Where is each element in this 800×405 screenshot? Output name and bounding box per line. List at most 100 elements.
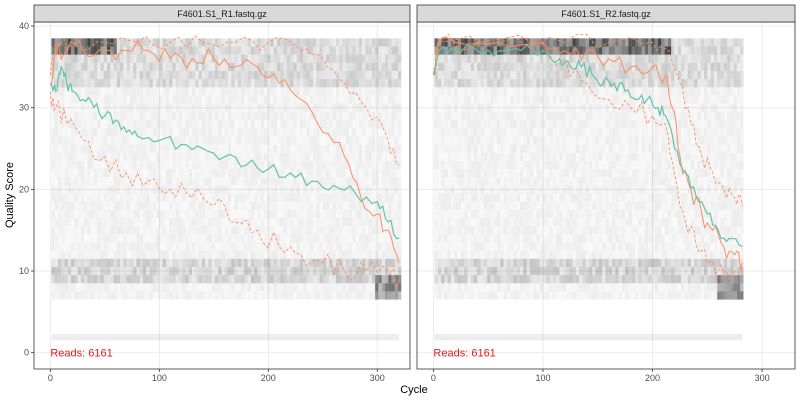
heat-cell [146,95,149,103]
heat-cell [707,275,710,283]
heat-cell [378,291,381,299]
heat-cell [661,226,664,234]
heat-cell [573,218,576,226]
heat-cell [104,226,107,234]
heat-cell [369,128,372,136]
heat-cell [398,283,401,291]
heat-cell [628,185,631,193]
heat-cell [74,185,77,193]
heat-cell [310,291,313,299]
heat-cell [448,242,451,250]
heat-cell [342,202,345,210]
heat-cell [648,234,651,242]
heat-cell [277,185,280,193]
heat-cell [569,169,572,177]
heat-cell [378,38,381,46]
heat-cell [208,136,211,144]
heat-cell [179,234,182,242]
heat-cell [150,177,153,185]
heat-cell [297,251,300,259]
heat-cell [97,95,100,103]
heat-cell [619,169,622,177]
heat-cell [359,291,362,299]
heat-cell [146,193,149,201]
heat-cell [153,79,156,87]
heat-cell [527,226,530,234]
heat-cell [130,169,133,177]
heat-cell [310,283,313,291]
heat-cell [520,210,523,218]
heat-cell [668,275,671,283]
heat-cell [573,242,576,250]
heat-cell [329,275,332,283]
heat-cell [592,202,595,210]
heat-cell [238,128,241,136]
heat-cell [97,38,100,46]
heat-cell [264,234,267,242]
heat-cell [349,218,352,226]
heat-cell [136,144,139,152]
heat-cell [678,267,681,275]
heat-cell [225,71,228,79]
heat-cell [78,251,81,259]
heat-cell [192,104,195,112]
heat-cell [284,275,287,283]
heat-cell [208,291,211,299]
heat-cell [58,87,61,95]
heat-cell [359,128,362,136]
heat-cell [182,46,185,54]
heat-cell [300,210,303,218]
heat-cell [215,87,218,95]
heat-cell [248,210,251,218]
heat-cell [94,193,97,201]
heat-cell [87,79,90,87]
heat-cell [297,120,300,128]
heat-cell [658,185,661,193]
heat-cell [195,112,198,120]
heat-cell [166,120,169,128]
heat-cell [156,63,159,71]
heat-cell [156,202,159,210]
heat-cell [372,144,375,152]
heat-cell [520,275,523,283]
heat-cell [313,144,316,152]
heat-cell [448,161,451,169]
heat-cell [326,218,329,226]
heat-cell [333,46,336,54]
heat-cell [208,185,211,193]
heat-cell [248,177,251,185]
heat-cell [661,242,664,250]
heat-cell [215,259,218,267]
heat-cell [438,259,441,267]
heat-cell [267,193,270,201]
heat-cell [293,153,296,161]
heat-cell [179,193,182,201]
heat-cell [100,242,103,250]
heat-cell [346,210,349,218]
heat-cell [297,210,300,218]
heat-cell [523,291,526,299]
heat-cell [114,267,117,275]
heat-cell [195,38,198,46]
heat-cell [385,38,388,46]
heat-cell [274,128,277,136]
heat-cell [163,251,166,259]
heat-cell [51,38,54,46]
heat-cell [336,71,339,79]
heat-cell [527,275,530,283]
heat-cell [477,210,480,218]
heat-cell [441,234,444,242]
heat-cell [444,242,447,250]
heat-cell [356,71,359,79]
heat-cell [136,251,139,259]
heat-cell [120,55,123,63]
heat-cell [123,251,126,259]
heat-cell [261,63,264,71]
heat-cell [274,202,277,210]
heat-cell [293,218,296,226]
heat-cell [609,202,612,210]
heat-cell [694,169,697,177]
heat-cell [100,234,103,242]
heat-cell [323,161,326,169]
heat-cell [326,226,329,234]
